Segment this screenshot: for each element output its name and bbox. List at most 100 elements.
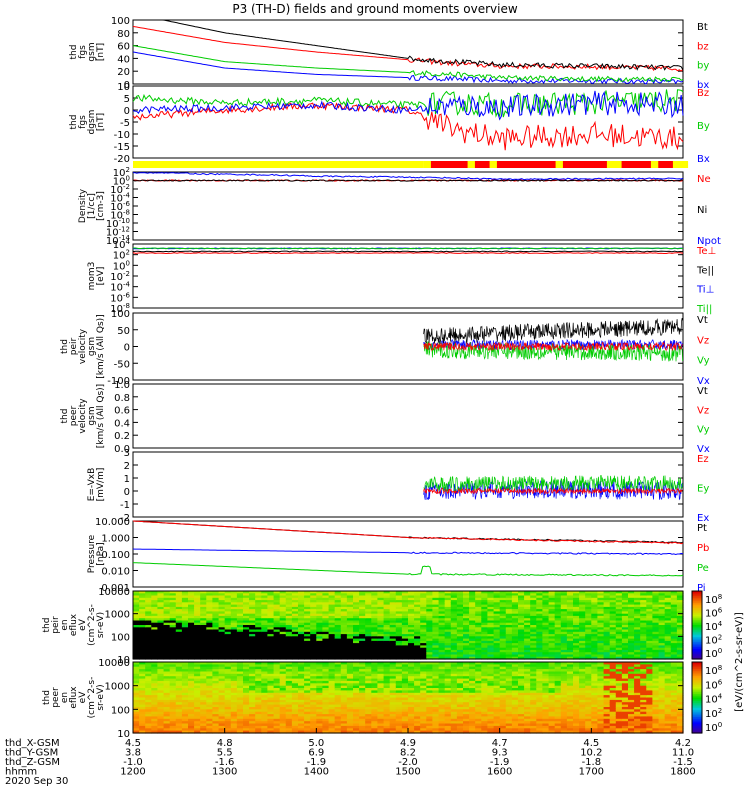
panel-peer-eflux-cell <box>255 718 262 722</box>
panel-peir-eflux-cell <box>469 600 476 603</box>
panel-peer-eflux-cell <box>230 673 238 677</box>
panel-peir-eflux-cell <box>420 631 427 635</box>
panel-peir-eflux-cell <box>420 636 427 640</box>
panel-peir-eflux-cell <box>224 636 232 640</box>
panel-peir-eflux-cell <box>585 600 592 603</box>
panel-peir-eflux-cell <box>298 611 305 615</box>
panel-peir-eflux-cell <box>646 645 653 649</box>
panel-peir-eflux-cell <box>536 629 543 633</box>
panel-peer-eflux-cell <box>200 678 207 682</box>
panel-peir-eflux-cell <box>652 645 660 649</box>
panel-peir-eflux-cell <box>676 627 684 631</box>
panel-peir-eflux-cell <box>554 604 562 608</box>
panel-peir-eflux-cell <box>554 647 562 651</box>
panel-peer-eflux-cell <box>463 662 470 665</box>
panel-peer-eflux-cell <box>371 676 378 680</box>
panel-peir-eflux-cell <box>328 620 336 624</box>
panel-peir-eflux-colorbar-cell <box>692 609 702 612</box>
panel-peer-eflux-cell <box>285 697 293 701</box>
panel-peer-eflux-cell <box>456 683 464 687</box>
panel-peir-eflux-colorbar-cell <box>692 635 702 638</box>
panel-peer-eflux-cell <box>456 728 464 732</box>
panel-peir-eflux-cell <box>359 604 366 608</box>
panel-peir-eflux-cell <box>597 618 605 622</box>
panel-peir-eflux-cell <box>401 613 409 617</box>
panel-peir-eflux-cell <box>444 595 452 599</box>
panel-peir-eflux-cell <box>395 611 403 615</box>
panel-peer-eflux-cell <box>518 669 525 673</box>
panel-peer-eflux-cell <box>279 716 287 720</box>
panel-peir-eflux-cell <box>450 611 458 615</box>
panel-peer-eflux-cell <box>273 695 281 699</box>
panel-peir-eflux-cell <box>658 604 666 608</box>
panel-peir-eflux-colorbar-tick: 100 <box>705 647 722 660</box>
panel-peer-eflux-cell <box>340 680 348 684</box>
panel-peer-eflux-cell <box>408 676 415 680</box>
panel-peer-eflux-cell <box>169 699 177 703</box>
panel-peer-eflux-cell <box>328 690 336 694</box>
panel-peer-eflux-cell <box>481 721 488 725</box>
panel-pressure-ytick-label: 10.000 <box>95 517 130 528</box>
panel-peir-eflux-cell <box>310 636 317 640</box>
panel-peir-eflux-cell <box>408 597 415 601</box>
panel-peir-eflux-cell <box>493 640 501 644</box>
panel-peir-eflux-cell <box>658 611 666 615</box>
panel-peir-eflux-cell <box>664 613 672 617</box>
panel-peer-eflux-cell <box>518 707 525 710</box>
panel-efield-ylabel-line: [mV/m] <box>96 468 106 502</box>
panel-peer-eflux-cell <box>212 730 220 734</box>
panel-peir-eflux-cell <box>353 625 360 628</box>
panel-peir-eflux-cell <box>554 656 562 660</box>
panel-peir-eflux-cell <box>634 647 641 651</box>
panel-peer-eflux-cell <box>298 666 305 670</box>
panel-peir-eflux-cell <box>395 643 403 646</box>
panel-peer-eflux-cell <box>371 688 378 691</box>
panel-fgs-gsm-series-Bt <box>133 19 684 71</box>
panel-peir-eflux-cell <box>249 645 256 649</box>
panel-peir-eflux-cell <box>579 618 586 622</box>
panel-peir-eflux-cell <box>640 620 647 624</box>
panel-peir-eflux-cell <box>524 652 531 656</box>
panel-peer-eflux-cell <box>505 692 513 696</box>
panel-peir-eflux-cell <box>377 613 385 617</box>
panel-peir-eflux-cell <box>383 631 391 635</box>
panel-fgs-gsm-series-by <box>132 45 684 83</box>
panel-peir-eflux-cell <box>597 643 605 646</box>
panel-peir-eflux-cell <box>640 643 647 646</box>
panel-peir-eflux-cell <box>261 654 268 658</box>
panel-peer-eflux-cell <box>456 688 464 691</box>
panel-peir-eflux-cell <box>255 654 262 658</box>
panel-peir-eflux-cell <box>163 620 171 624</box>
panel-peir-eflux-cell <box>243 618 250 622</box>
panel-peer-eflux-cell <box>383 678 391 682</box>
panel-peer-eflux-cell <box>511 709 519 713</box>
panel-peir-eflux-cell <box>371 643 378 646</box>
panel-peer-eflux-cell <box>383 704 391 708</box>
panel-peir-eflux-cell <box>249 656 256 660</box>
panel-peir-eflux-cell <box>591 636 598 640</box>
panel-peir-eflux-cell <box>652 638 660 642</box>
panel-peer-eflux-cell <box>163 678 171 682</box>
panel-peer-eflux-cell <box>181 699 189 703</box>
panel-fgs-dgsm-ytick-label: -10 <box>114 130 130 141</box>
panel-peir-eflux-cell <box>536 656 543 660</box>
panel-peir-eflux-cell <box>389 595 397 599</box>
panel-peir-eflux-cell <box>628 649 635 653</box>
panel-peer-eflux-cell <box>389 728 397 732</box>
panel-peer-eflux-cell <box>230 669 238 673</box>
panel-peir-eflux-cell <box>420 620 427 624</box>
panel-peer-eflux-cell <box>395 676 403 680</box>
panel-peir-eflux-cell <box>408 656 415 660</box>
panel-peer-eflux-cell <box>499 690 507 694</box>
panel-peir-eflux-cell <box>316 611 323 615</box>
panel-peir-eflux-cell <box>188 645 195 649</box>
panel-peir-eflux-cell <box>670 627 678 631</box>
panel-peer-velocity-ytick-label: 0.6 <box>114 406 130 417</box>
panel-peir-eflux-cell <box>353 643 360 646</box>
panel-peir-eflux-cell <box>371 593 378 597</box>
panel-peer-eflux-cell <box>157 680 165 684</box>
panel-temperature-ytick-label: 100 <box>113 259 130 272</box>
panel-peir-eflux-cell <box>511 645 519 649</box>
panel-peir-eflux-cell <box>224 634 232 637</box>
panel-peer-eflux-cell <box>469 718 476 722</box>
